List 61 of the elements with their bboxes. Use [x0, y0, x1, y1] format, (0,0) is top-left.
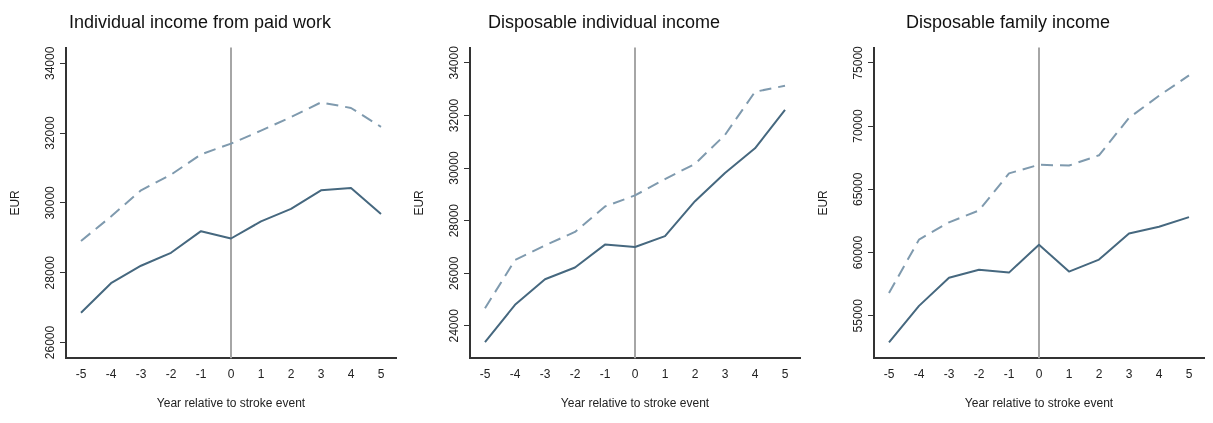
y-tick-label: 30000 [43, 185, 58, 220]
y-tick-label: 75000 [851, 45, 866, 80]
y-tick-label: 28000 [447, 203, 462, 238]
x-tick-label: -1 [195, 366, 207, 381]
y-tick-label: 70000 [851, 109, 866, 143]
x-tick-label: -2 [569, 366, 581, 381]
chart-title: Disposable family income [905, 11, 1111, 32]
x-tick-label: -3 [943, 366, 955, 381]
x-axis-title: Year relative to stroke event [964, 396, 1114, 411]
y-tick-label: 26000 [447, 256, 462, 290]
x-tick-label: -4 [105, 366, 117, 381]
chart-title: Individual income from paid work [68, 11, 333, 32]
x-tick-label: -5 [883, 366, 895, 381]
y-tick-label: 30000 [447, 151, 462, 185]
x-tick-label: 0 [1035, 366, 1043, 381]
x-tick-label: 1 [1065, 366, 1073, 381]
x-tick-label: 4 [347, 366, 355, 381]
x-tick-label: -5 [479, 366, 491, 381]
x-tick-label: 2 [287, 366, 295, 381]
line-series [80, 101, 382, 242]
y-tick-label: 34000 [447, 45, 462, 80]
x-tick-label: -1 [599, 366, 611, 381]
x-tick-label: -4 [913, 366, 925, 381]
x-tick-label: -2 [973, 366, 985, 381]
x-tick-label: 5 [781, 366, 789, 381]
x-tick-label: 0 [631, 366, 639, 381]
x-tick-label: 4 [1155, 366, 1163, 381]
y-axis-title: EUR [411, 189, 426, 216]
x-tick-label: -5 [75, 366, 87, 381]
y-tick-label: 32000 [447, 98, 462, 133]
x-tick-label: 3 [721, 366, 729, 381]
y-tick-label: 55000 [851, 298, 866, 333]
x-tick-label: -4 [509, 366, 521, 381]
x-tick-label: -2 [165, 366, 177, 381]
y-tick-label: 65000 [851, 172, 866, 206]
y-tick-label: 32000 [43, 116, 58, 150]
x-tick-label: 2 [691, 366, 699, 381]
line-series [484, 84, 786, 310]
x-axis-title: Year relative to stroke event [560, 396, 710, 411]
x-tick-label: -3 [135, 366, 147, 381]
y-tick-label: 34000 [43, 46, 58, 80]
y-axis-title: EUR [7, 189, 22, 216]
y-tick-label: 26000 [43, 325, 58, 360]
x-tick-label: 5 [1185, 366, 1193, 381]
x-axis-title: Year relative to stroke event [156, 396, 306, 411]
x-tick-label: -3 [539, 366, 551, 381]
x-tick-label: 3 [1125, 366, 1133, 381]
x-tick-label: 1 [257, 366, 265, 381]
x-tick-label: -1 [1003, 366, 1015, 381]
y-tick-label: 28000 [43, 255, 58, 290]
y-tick-label: 60000 [851, 235, 866, 270]
x-tick-label: 3 [317, 366, 325, 381]
x-tick-label: 0 [227, 366, 235, 381]
line-series [888, 74, 1190, 294]
chart-title: Disposable individual income [487, 11, 721, 32]
y-axis-title: EUR [815, 189, 830, 216]
x-tick-label: 2 [1095, 366, 1103, 381]
x-tick-label: 5 [377, 366, 385, 381]
x-tick-label: 4 [751, 366, 759, 381]
y-tick-label: 24000 [447, 308, 462, 343]
x-tick-label: 1 [661, 366, 669, 381]
